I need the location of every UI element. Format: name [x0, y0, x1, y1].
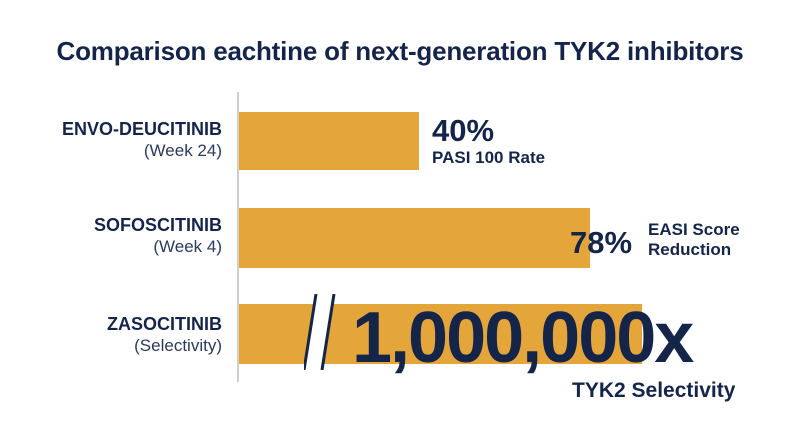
metric-label-zasocitinib: TYK2 Selectivity — [572, 379, 736, 402]
category-name: ENVO-DEUCITINIB — [61, 119, 222, 139]
category-label-sofoscitinib: SOFOSCITINIB (Week 4) — [94, 214, 222, 258]
metric-label-envo-deucitinib: PASI 100 Rate — [432, 148, 546, 167]
metric-label-line: Reduction — [648, 240, 732, 259]
axis-break-icon — [304, 294, 336, 370]
category-label-envo-deucitinib: ENVO-DEUCITINIB (Week 24) — [62, 118, 222, 162]
category-name: SOFOSCITINIB — [93, 215, 222, 235]
metric-label-line: EASI Score — [648, 220, 740, 239]
value-label-sofoscitinib: 78% — [570, 225, 633, 260]
value-label-zasocitinib: 1,000,000x — [352, 298, 694, 378]
category-label-zasocitinib: ZASOCITINIB (Selectivity) — [107, 313, 222, 357]
bar-sofoscitinib — [239, 208, 590, 268]
category-name: ZASOCITINIB — [107, 314, 222, 334]
category-axis-line — [237, 92, 239, 382]
category-subtitle: (Week 24) — [143, 141, 222, 160]
value-label-envo-deucitinib: 40% — [432, 113, 495, 148]
category-subtitle: (Week 4) — [153, 237, 222, 256]
bar-envo-deucitinib — [239, 112, 419, 170]
metric-label-sofoscitinib: EASI Score Reduction — [648, 220, 740, 260]
chart-title: Comparison eachtine of next-generation T… — [56, 36, 744, 66]
category-subtitle: (Selectivity) — [134, 336, 222, 355]
